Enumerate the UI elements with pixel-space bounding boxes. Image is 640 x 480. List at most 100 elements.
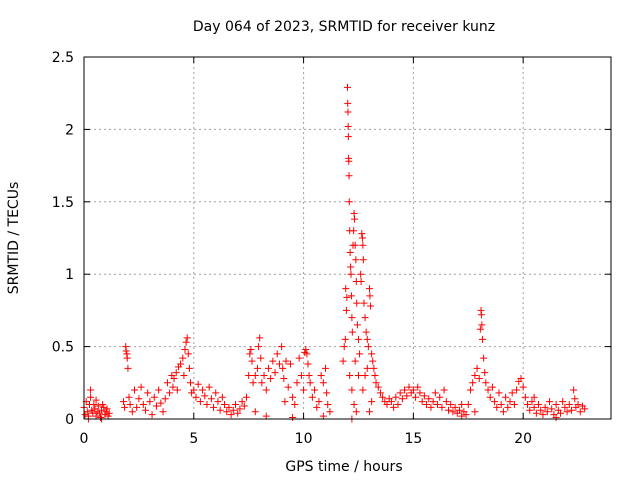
x-tick-label: 10 [295, 431, 313, 447]
data-point [181, 345, 189, 353]
data-point [205, 383, 213, 391]
data-point [574, 401, 582, 409]
data-point [260, 372, 268, 380]
data-point [96, 414, 104, 422]
data-point [392, 393, 400, 401]
data-point [361, 372, 369, 380]
data-point [281, 398, 289, 406]
data-point [405, 383, 413, 391]
data-point [455, 406, 463, 414]
data-point [543, 408, 551, 416]
data-point [418, 398, 426, 406]
data-point [345, 198, 353, 206]
data-point [278, 343, 286, 351]
data-point [347, 292, 355, 300]
data-point [303, 350, 311, 358]
data-point [344, 99, 352, 107]
data-point [210, 403, 218, 411]
data-point [431, 389, 439, 397]
data-point [141, 406, 149, 414]
data-point [289, 393, 297, 401]
data-point [576, 408, 584, 416]
data-point [354, 372, 362, 380]
data-point [506, 398, 514, 406]
data-point [347, 270, 355, 278]
data-point [169, 383, 177, 391]
data-point [182, 338, 190, 346]
y-tick-label: 0 [65, 412, 74, 428]
data-point [345, 157, 353, 165]
data-point [293, 379, 301, 387]
data-point [372, 379, 380, 387]
data-point [186, 379, 194, 387]
data-point [308, 393, 316, 401]
data-point [234, 409, 242, 417]
data-point [347, 263, 355, 271]
data-point [510, 401, 518, 409]
data-point [363, 364, 371, 372]
data-point [128, 408, 136, 416]
data-point [247, 345, 255, 353]
data-point [353, 321, 361, 329]
data-point [368, 398, 376, 406]
data-point [203, 401, 211, 409]
data-point [556, 409, 564, 417]
data-point [245, 372, 253, 380]
data-point [248, 357, 256, 365]
x-axis-label: GPS time / hours [285, 459, 402, 475]
data-point [354, 335, 362, 343]
data-point [101, 411, 109, 419]
data-point [104, 412, 112, 420]
data-point [434, 401, 442, 409]
data-point [458, 401, 466, 409]
data-point [495, 389, 503, 397]
data-point [201, 392, 209, 400]
data-point [131, 386, 139, 394]
data-point [346, 372, 354, 380]
data-point [180, 372, 188, 380]
data-point [192, 393, 200, 401]
data-point [364, 343, 372, 351]
data-point [163, 379, 171, 387]
data-point [357, 277, 365, 285]
data-point [464, 401, 472, 409]
data-point [409, 386, 417, 394]
data-point [363, 335, 371, 343]
data-point [279, 364, 287, 372]
data-point [344, 133, 352, 141]
data-point [488, 383, 496, 391]
data-point [351, 241, 359, 249]
data-point [466, 386, 474, 394]
data-point [340, 343, 348, 351]
data-point [447, 401, 455, 409]
y-tick-label: 1.5 [52, 195, 74, 211]
data-point [92, 412, 100, 420]
data-point [170, 374, 178, 382]
data-point [394, 401, 402, 409]
data-point [216, 406, 224, 414]
data-point [214, 398, 222, 406]
data-point [166, 389, 174, 397]
data-point [99, 401, 107, 409]
data-point [105, 409, 113, 417]
data-point [342, 285, 350, 293]
data-point [357, 270, 365, 278]
data-point [462, 411, 470, 419]
data-point [351, 357, 359, 365]
data-point [567, 406, 575, 414]
data-point [315, 398, 323, 406]
data-point [367, 302, 375, 310]
data-point [477, 311, 485, 319]
data-point [232, 401, 240, 409]
data-point [346, 248, 354, 256]
data-point [358, 230, 366, 238]
data-point [137, 383, 145, 391]
data-point [125, 393, 133, 401]
data-point [359, 241, 367, 249]
data-point [348, 314, 356, 322]
data-point [319, 412, 327, 420]
data-point [508, 389, 516, 397]
data-point [365, 408, 373, 416]
data-point [297, 372, 305, 380]
data-point [528, 398, 536, 406]
